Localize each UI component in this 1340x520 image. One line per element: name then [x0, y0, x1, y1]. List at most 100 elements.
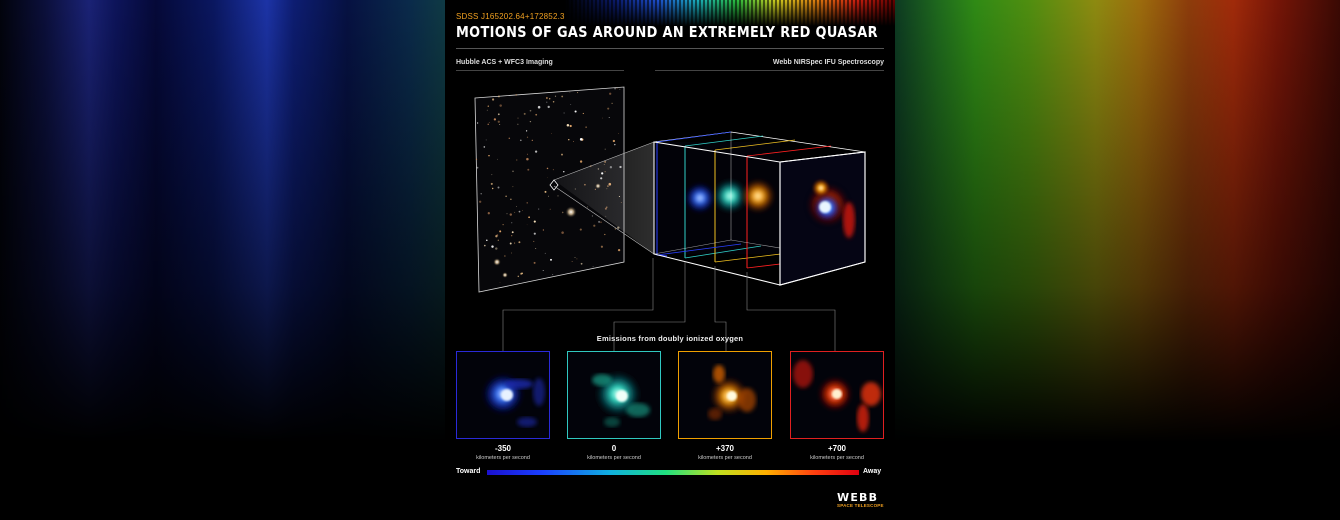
star: [533, 232, 536, 235]
star: [516, 159, 518, 161]
star: [563, 171, 565, 173]
star: [582, 112, 584, 115]
star: [525, 130, 528, 132]
star: [542, 270, 544, 271]
star: [512, 170, 514, 173]
star: [499, 282, 501, 283]
star: [491, 245, 494, 248]
star: [547, 105, 550, 109]
star: [600, 245, 604, 248]
star: [480, 193, 482, 195]
star: [549, 208, 551, 210]
star: [533, 240, 535, 242]
velocity-value: +700: [827, 444, 847, 453]
star: [552, 274, 554, 275]
star: [497, 158, 499, 160]
star: [475, 158, 478, 160]
webb-logo: WEBB: [837, 491, 879, 504]
star: [547, 195, 549, 197]
star: [546, 101, 548, 103]
scale-toward-label: Toward: [456, 468, 481, 475]
star: [570, 103, 572, 105]
poster-title: MOTIONS OF GAS AROUND AN EXTREMELY RED Q…: [456, 23, 878, 41]
star: [602, 117, 603, 119]
star: [517, 275, 520, 278]
star: [592, 266, 594, 268]
panel-image: [592, 370, 650, 427]
star: [526, 224, 528, 226]
hubble-imaging-label: Hubble ACS + WFC3 Imaging: [456, 59, 553, 66]
star: [579, 160, 583, 163]
zoom-projection: [554, 142, 654, 254]
webb-label-underline: [655, 70, 884, 71]
star: [511, 222, 513, 224]
star: [534, 150, 538, 153]
hubble-deep-field-image: [474, 86, 625, 293]
velocity-unit: kilometers per second: [810, 455, 864, 461]
star: [520, 272, 523, 275]
star: [576, 258, 578, 260]
star: [604, 148, 606, 150]
star: [485, 139, 487, 141]
star: [516, 206, 517, 207]
star: [538, 208, 540, 210]
star: [579, 138, 583, 141]
star: [497, 239, 499, 241]
star: [614, 228, 617, 230]
star: [526, 202, 528, 204]
star: [490, 182, 493, 185]
illustration-canvas: [474, 86, 866, 351]
star: [616, 87, 618, 89]
star: [518, 210, 521, 213]
star: [486, 109, 488, 111]
hubble-label-underline: [456, 70, 624, 71]
star: [554, 95, 557, 97]
velocity-value: -350: [494, 444, 511, 453]
star: [511, 252, 513, 254]
scale-away-label: Away: [863, 468, 882, 475]
star: [497, 186, 500, 189]
star: [511, 235, 513, 237]
star: [566, 124, 570, 127]
panel-blueshift-350: [456, 351, 550, 439]
star: [557, 195, 559, 197]
star: [568, 139, 570, 141]
star: [529, 109, 532, 112]
star: [515, 94, 517, 96]
star: [577, 92, 579, 94]
star: [511, 231, 514, 234]
title-divider: [456, 48, 884, 49]
star: [587, 206, 589, 208]
star: [499, 124, 501, 125]
velocity-unit: kilometers per second: [476, 455, 530, 461]
star: [497, 113, 500, 116]
star: [608, 117, 610, 118]
emissions-title: Emissions from doubly ionized oxygen: [596, 334, 744, 343]
star: [547, 177, 548, 178]
star: [506, 213, 508, 215]
star: [492, 98, 495, 101]
star: [505, 195, 507, 197]
panel-redshift-370: [678, 351, 772, 439]
star: [487, 105, 490, 107]
velocity-unit: kilometers per second: [587, 455, 641, 461]
star: [580, 262, 583, 265]
star: [535, 248, 537, 249]
star: [518, 241, 521, 244]
star: [535, 113, 538, 116]
star: [537, 105, 541, 109]
star: [519, 139, 522, 142]
star: [517, 117, 519, 119]
star: [499, 230, 502, 233]
star: [598, 220, 601, 223]
star: [544, 252, 546, 254]
star: [508, 137, 511, 140]
star: [533, 220, 536, 223]
panel-image: [708, 365, 756, 420]
star: [476, 166, 479, 169]
connector-lines: [502, 258, 836, 351]
star: [604, 233, 606, 236]
star: [585, 126, 587, 128]
velocity-color-scale: [487, 470, 859, 475]
star: [488, 122, 490, 124]
